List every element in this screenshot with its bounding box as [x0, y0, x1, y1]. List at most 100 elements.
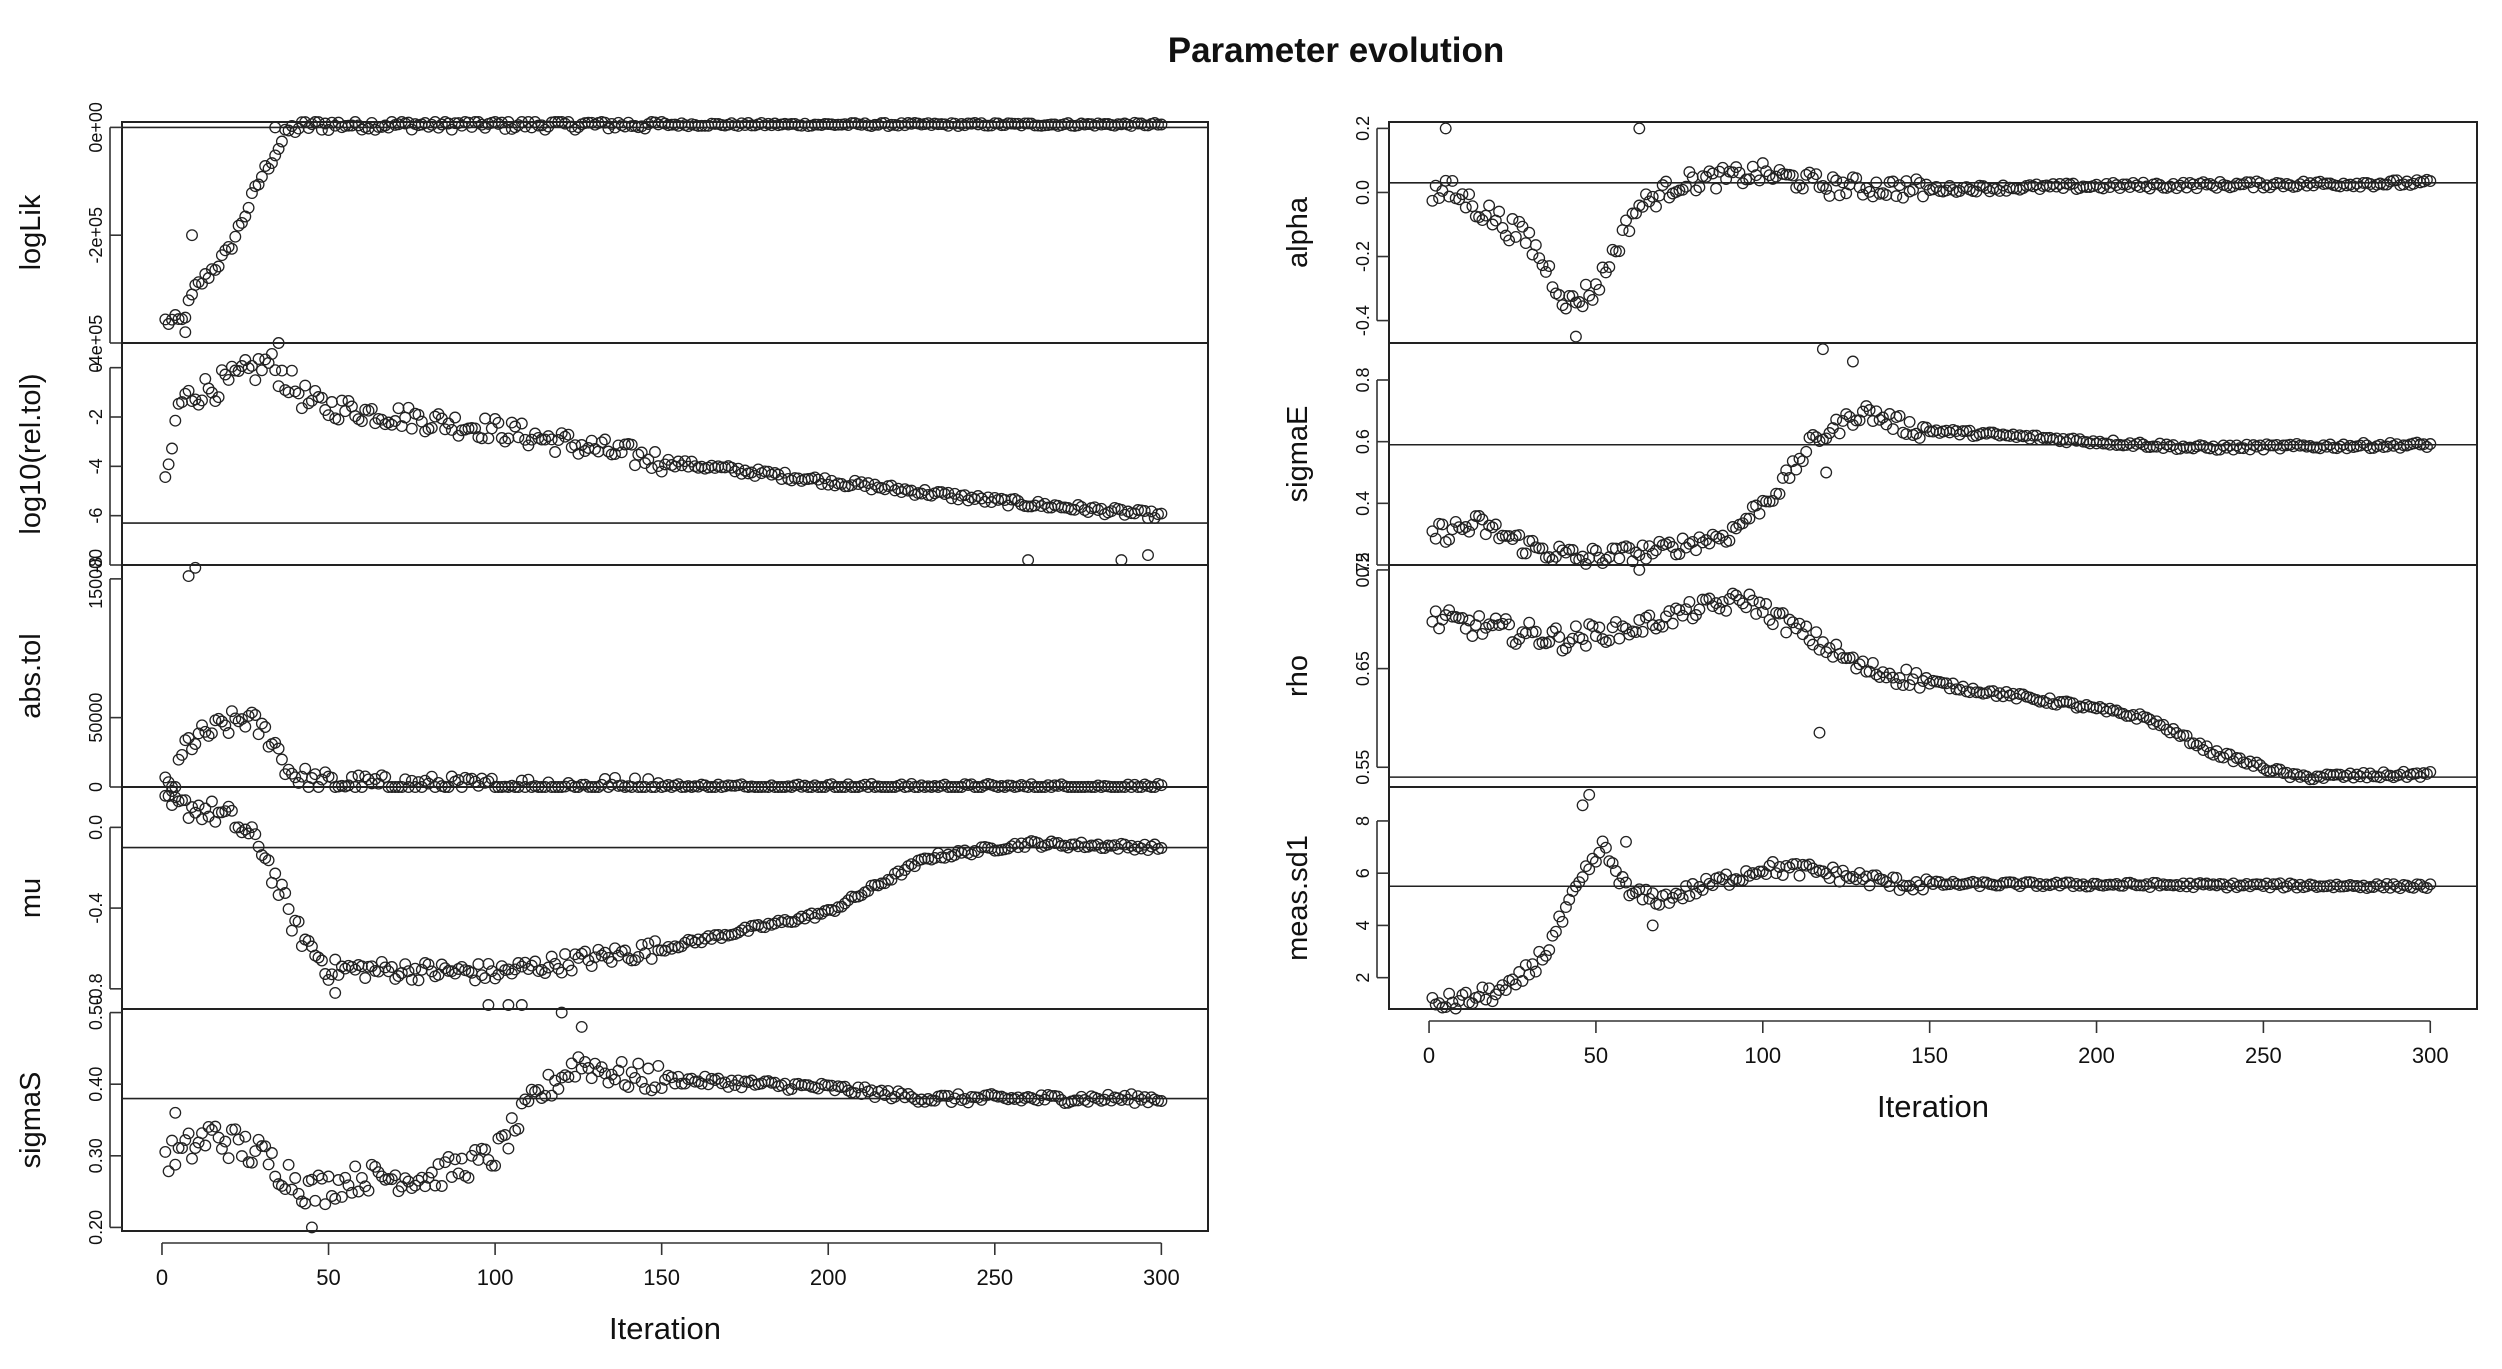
data-point	[1145, 1091, 1158, 1104]
data-point	[352, 769, 365, 782]
data-point	[1863, 404, 1876, 416]
data-point	[1656, 179, 1669, 192]
data-point	[855, 889, 868, 902]
y-tick-label: 0.6	[1353, 429, 1373, 454]
data-point	[515, 417, 528, 430]
y-axis-label: sigmaS	[15, 1072, 47, 1169]
data-point	[1693, 181, 1706, 194]
data-point	[1893, 672, 1906, 684]
data-point	[482, 775, 495, 788]
data-point	[1836, 176, 1849, 189]
data-point	[1633, 614, 1646, 626]
data-point	[385, 961, 398, 973]
data-point	[209, 1120, 222, 1133]
data-point	[1132, 504, 1144, 516]
data-point	[322, 409, 335, 422]
data-point	[329, 1192, 342, 1205]
y-tick-label: -0.8	[86, 973, 106, 1004]
data-point	[1569, 620, 1582, 633]
data-point	[515, 774, 528, 787]
data-point	[345, 1186, 358, 1199]
data-point	[1636, 200, 1649, 213]
data-point	[2000, 686, 2013, 698]
data-point	[1576, 633, 1589, 646]
data-point	[535, 964, 548, 976]
data-point	[349, 116, 362, 128]
data-point	[229, 712, 242, 725]
data-point	[1503, 234, 1516, 247]
data-point	[349, 1160, 362, 1173]
data-point	[1786, 616, 1799, 629]
data-point	[309, 1194, 322, 1207]
data-point	[1833, 875, 1846, 888]
data-point	[1088, 501, 1101, 514]
y-axis-label: mu	[15, 878, 47, 918]
data-point	[635, 938, 648, 951]
data-point	[2377, 178, 2390, 191]
data-point	[1883, 667, 1896, 680]
data-point	[449, 411, 462, 424]
data-point	[275, 1179, 288, 1192]
data-point	[2294, 878, 2307, 891]
data-point	[1706, 600, 1719, 613]
data-point	[179, 734, 192, 747]
data-point	[265, 157, 278, 170]
data-point	[2420, 441, 2433, 453]
data-point	[572, 121, 585, 134]
data-point	[282, 903, 295, 916]
data-point	[808, 911, 821, 924]
data-point	[1643, 540, 1656, 553]
data-point	[1155, 118, 1168, 131]
data-point	[1820, 466, 1833, 479]
data-point	[212, 391, 225, 404]
data-point	[1753, 174, 1766, 187]
data-point	[1683, 890, 1696, 902]
data-point	[189, 806, 202, 819]
y-tick-label: -0.2	[1353, 241, 1373, 272]
data-point	[472, 958, 485, 971]
data-point	[1733, 166, 1746, 179]
data-point	[1456, 988, 1469, 1001]
data-point	[1142, 512, 1154, 525]
data-point	[1880, 671, 1893, 684]
data-point	[1115, 554, 1128, 567]
data-point	[615, 446, 628, 459]
data-point	[838, 480, 851, 493]
data-point	[242, 827, 255, 840]
data-point	[362, 1184, 375, 1197]
data-point	[222, 373, 235, 386]
data-point	[1660, 175, 1672, 188]
data-point	[1459, 986, 1472, 999]
data-point	[1523, 535, 1536, 548]
data-point	[1803, 858, 1816, 871]
x-tick-label: 250	[2245, 1043, 2282, 1068]
data-point	[262, 854, 275, 867]
data-point	[166, 785, 178, 797]
data-point	[2400, 771, 2413, 783]
data-point	[1816, 179, 1829, 192]
data-point	[649, 1081, 661, 1094]
data-point	[1890, 190, 1903, 203]
data-point	[589, 1057, 601, 1070]
data-point	[2177, 877, 2190, 890]
data-point	[2214, 443, 2226, 456]
data-point	[512, 957, 525, 969]
data-point	[242, 709, 255, 722]
data-point	[325, 968, 338, 981]
data-point	[2424, 765, 2437, 778]
data-point	[1856, 655, 1869, 668]
data-point	[1643, 609, 1656, 622]
data-point	[332, 413, 345, 426]
data-point	[1546, 281, 1559, 294]
data-point	[1816, 343, 1829, 356]
data-point	[2157, 181, 2170, 194]
data-point	[1690, 184, 1702, 197]
data-point	[582, 954, 595, 967]
data-point	[1683, 595, 1696, 608]
data-point	[595, 1061, 608, 1074]
data-point	[1052, 836, 1065, 849]
data-point	[302, 122, 315, 134]
data-point	[1890, 678, 1903, 691]
panel-sigmas: sigmaS 0.20 0.30 0.40 0.50	[15, 995, 1209, 1245]
data-point	[1128, 843, 1141, 856]
